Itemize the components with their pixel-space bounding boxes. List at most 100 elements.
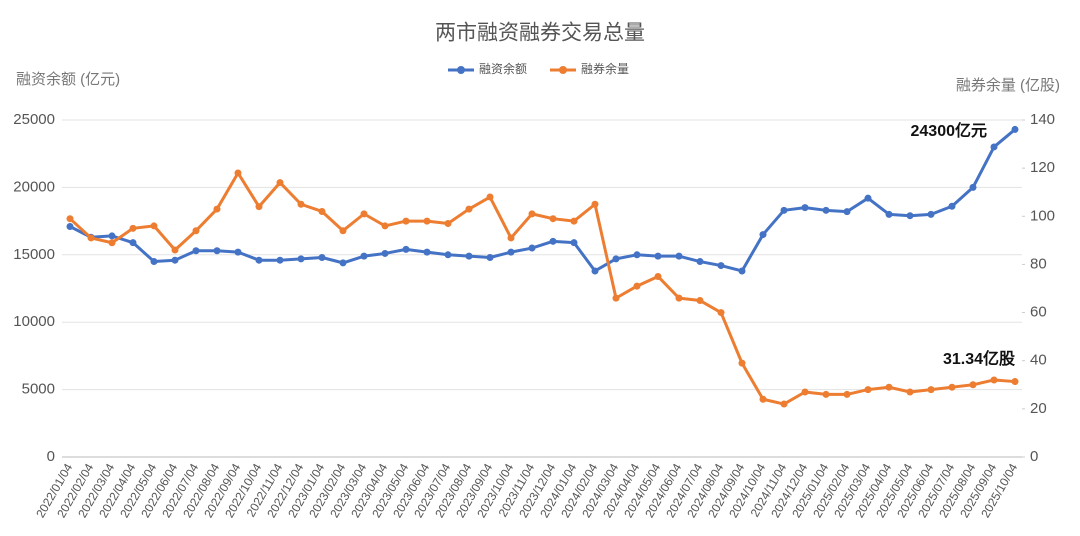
point bbox=[717, 262, 725, 270]
chart-title: 两市融资融券交易总量 bbox=[435, 22, 645, 45]
point bbox=[759, 395, 767, 403]
point bbox=[927, 210, 935, 218]
point bbox=[234, 169, 242, 177]
point bbox=[801, 388, 809, 396]
point bbox=[969, 183, 977, 191]
y2-axis-label: 融券余量 (亿股) bbox=[956, 76, 1060, 94]
y2-tick-label: 20 bbox=[1030, 400, 1047, 417]
point bbox=[738, 267, 746, 275]
point bbox=[906, 388, 914, 396]
point bbox=[654, 252, 662, 260]
y2-tick-label: 140 bbox=[1030, 111, 1055, 128]
y2-tick-label: 80 bbox=[1030, 255, 1047, 272]
point bbox=[570, 217, 578, 225]
point bbox=[591, 200, 599, 208]
point bbox=[444, 220, 452, 228]
point bbox=[423, 248, 431, 256]
point bbox=[969, 381, 977, 389]
point bbox=[612, 294, 620, 302]
point bbox=[948, 383, 956, 391]
point bbox=[486, 253, 494, 261]
point bbox=[339, 259, 347, 267]
point bbox=[675, 294, 683, 302]
point bbox=[885, 210, 893, 218]
legend-marker bbox=[559, 66, 567, 74]
point bbox=[864, 386, 872, 394]
point bbox=[822, 390, 830, 398]
point bbox=[528, 210, 536, 218]
point bbox=[423, 217, 431, 225]
point bbox=[654, 272, 662, 280]
point bbox=[507, 248, 515, 256]
y-tick-label: 20000 bbox=[13, 178, 55, 195]
point bbox=[171, 256, 179, 264]
point bbox=[822, 206, 830, 214]
point bbox=[66, 215, 74, 223]
point bbox=[990, 376, 998, 384]
point bbox=[318, 253, 326, 261]
y-tick-label: 5000 bbox=[22, 381, 55, 398]
point bbox=[1011, 125, 1019, 133]
point bbox=[129, 224, 137, 232]
point bbox=[171, 246, 179, 254]
point bbox=[570, 239, 578, 247]
y2-tick-label: 120 bbox=[1030, 159, 1055, 176]
point bbox=[276, 179, 284, 187]
point bbox=[318, 207, 326, 215]
y-tick-label: 15000 bbox=[13, 246, 55, 263]
point bbox=[192, 227, 200, 235]
point bbox=[948, 202, 956, 210]
point bbox=[402, 245, 410, 253]
point bbox=[864, 194, 872, 202]
point bbox=[738, 359, 746, 367]
point bbox=[780, 206, 788, 214]
point bbox=[717, 309, 725, 317]
point bbox=[633, 282, 641, 290]
point bbox=[297, 200, 305, 208]
point bbox=[213, 205, 221, 213]
point bbox=[507, 234, 515, 242]
y2-tick-label: 0 bbox=[1030, 448, 1038, 465]
y2-tick-label: 40 bbox=[1030, 352, 1047, 369]
point bbox=[801, 204, 809, 212]
point bbox=[927, 386, 935, 394]
point bbox=[759, 231, 767, 239]
y2-tick-label: 100 bbox=[1030, 207, 1055, 224]
point bbox=[444, 251, 452, 259]
point bbox=[87, 234, 95, 242]
series-line bbox=[69, 128, 1016, 273]
y-tick-label: 25000 bbox=[13, 111, 55, 128]
point bbox=[696, 297, 704, 305]
point bbox=[675, 252, 683, 260]
point bbox=[402, 217, 410, 225]
point bbox=[591, 267, 599, 275]
point bbox=[906, 212, 914, 220]
point bbox=[192, 247, 200, 255]
point bbox=[381, 222, 389, 230]
point bbox=[234, 248, 242, 256]
point bbox=[549, 237, 557, 245]
point bbox=[486, 193, 494, 201]
point bbox=[108, 239, 116, 247]
point bbox=[213, 247, 221, 255]
point bbox=[1011, 378, 1019, 386]
point bbox=[465, 205, 473, 213]
series-line bbox=[68, 171, 1016, 406]
point bbox=[843, 390, 851, 398]
point bbox=[381, 249, 389, 257]
y-tick-label: 0 bbox=[47, 448, 55, 465]
point bbox=[108, 232, 116, 240]
annotation: 24300亿元 bbox=[911, 121, 988, 140]
y-axis-label: 融资余额 (亿元) bbox=[16, 70, 120, 88]
point bbox=[633, 251, 641, 259]
y2-tick-label: 60 bbox=[1030, 304, 1047, 321]
legend-marker bbox=[457, 66, 465, 74]
point bbox=[885, 383, 893, 391]
point bbox=[612, 255, 620, 263]
point bbox=[843, 208, 851, 216]
point bbox=[150, 222, 158, 230]
point bbox=[465, 252, 473, 260]
point bbox=[255, 256, 263, 264]
point bbox=[528, 244, 536, 252]
